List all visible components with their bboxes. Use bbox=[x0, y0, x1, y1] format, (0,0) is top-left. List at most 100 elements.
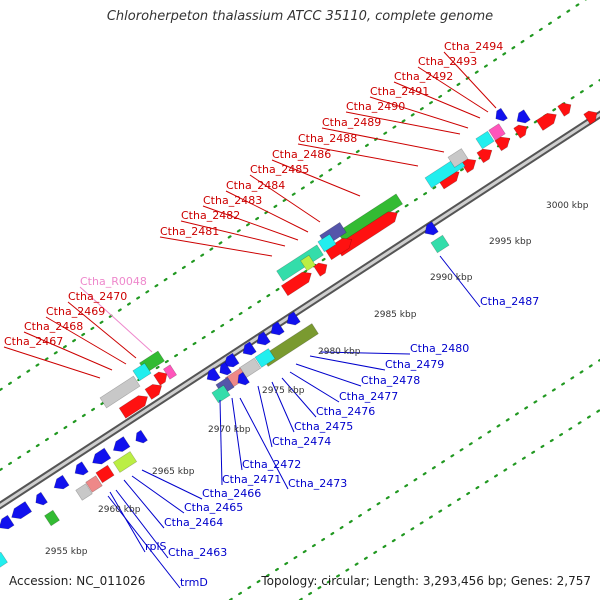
rev-label-8: Ctha_2472 bbox=[242, 458, 301, 471]
rev-label-4-leader bbox=[281, 377, 317, 418]
fwd-label-0: Ctha_2467 bbox=[4, 335, 63, 348]
rev-label-5-leader bbox=[271, 381, 295, 433]
rev-label-11-leader bbox=[131, 475, 185, 514]
fwd-label-12-leader bbox=[345, 111, 461, 135]
gene-51 bbox=[11, 501, 33, 520]
fwd-label-3: Ctha_2470 bbox=[68, 290, 127, 303]
gene-37 bbox=[219, 361, 232, 376]
accession-info: Accession: NC_011026 bbox=[9, 574, 145, 588]
fwd-label-12: Ctha_2490 bbox=[346, 100, 405, 113]
gene-39 bbox=[99, 375, 141, 409]
gene-30 bbox=[211, 384, 231, 404]
fwd-label-6: Ctha_2483 bbox=[203, 194, 262, 207]
gene-58 bbox=[44, 509, 60, 527]
fwd-label-11-leader bbox=[321, 127, 445, 153]
rev-label-14: rplS bbox=[145, 540, 167, 553]
gene-9 bbox=[447, 148, 469, 168]
gene-59 bbox=[0, 551, 8, 568]
rev-label-15: trmD bbox=[180, 576, 208, 589]
fwd-label-14-leader bbox=[393, 81, 481, 119]
backbone bbox=[0, 110, 600, 510]
rev-label-9-leader bbox=[219, 399, 223, 486]
rev-label-6: Ctha_2474 bbox=[272, 435, 331, 448]
gene-16 bbox=[336, 193, 404, 243]
gene-50 bbox=[35, 491, 48, 506]
fwd-label-7-leader bbox=[225, 190, 309, 233]
gene-43 bbox=[132, 362, 152, 382]
gene-5 bbox=[535, 112, 557, 131]
topology-value: circular bbox=[321, 574, 366, 588]
rev-label-12: Ctha_2464 bbox=[164, 516, 223, 529]
gene-40 bbox=[118, 395, 148, 419]
kbp-label-6: 2985 kbp bbox=[374, 310, 417, 320]
gene-labels: Ctha_2467 Ctha_2468 Ctha_2469 Ctha_2470 Ctha… bbox=[4, 40, 539, 589]
fwd-label-16: Ctha_2494 bbox=[444, 40, 503, 53]
fwd-label-5-leader bbox=[180, 220, 286, 247]
fwd-label-10: Ctha_2488 bbox=[298, 132, 357, 145]
gene-49 bbox=[53, 474, 70, 490]
fwd-label-2: Ctha_2469 bbox=[46, 305, 105, 318]
tick-row-3 bbox=[298, 408, 600, 600]
gene-36 bbox=[286, 311, 301, 326]
fwd-label-9: Ctha_2486 bbox=[272, 148, 331, 161]
gene-4 bbox=[513, 124, 528, 139]
gene-22 bbox=[280, 271, 312, 297]
gene-55 bbox=[85, 475, 103, 493]
rev-label-2-leader bbox=[295, 363, 362, 387]
kbp-label-8: 2995 kbp bbox=[489, 237, 532, 247]
fwd-label-15-leader bbox=[417, 66, 489, 113]
gene-13 bbox=[495, 107, 508, 122]
gene-21 bbox=[276, 244, 324, 282]
kbp-label-1: 2960 kbp bbox=[98, 505, 141, 515]
fwd-label-4-leader bbox=[159, 236, 273, 257]
fwd-label-7: Ctha_2484 bbox=[226, 179, 285, 192]
gene-41 bbox=[144, 384, 163, 400]
kbp-labels: 2955 kbp 2960 kbp 2965 kbp 2970 kbp 2975 kbp… bbox=[45, 201, 589, 557]
gene-23 bbox=[313, 262, 328, 277]
fwd-label-1: Ctha_2468 bbox=[24, 320, 83, 333]
kbp-label-7: 2990 kbp bbox=[430, 273, 473, 283]
tick-row-2 bbox=[228, 358, 600, 600]
gene-48 bbox=[74, 461, 89, 476]
fwd-label-8-leader bbox=[249, 174, 321, 223]
gene-6 bbox=[557, 102, 572, 117]
backbone-core bbox=[0, 112, 600, 508]
rev-label-13: Ctha_2463 bbox=[168, 546, 227, 559]
fwd-label-8: Ctha_2485 bbox=[250, 163, 309, 176]
topology-label: Topology: bbox=[261, 574, 318, 588]
gene-56 bbox=[75, 483, 93, 501]
gene-57 bbox=[135, 429, 148, 444]
kbp-label-9: 3000 kbp bbox=[546, 201, 589, 211]
rev-label-13-leader bbox=[115, 489, 169, 559]
fwd-label-13-leader bbox=[369, 96, 469, 129]
rev-label-5: Ctha_2475 bbox=[294, 420, 353, 433]
genome-stats: Topology: circular; Length: 3,293,456 bp… bbox=[261, 574, 591, 588]
fwd-label-14: Ctha_2492 bbox=[394, 70, 453, 83]
kbp-label-3: 2970 kbp bbox=[208, 425, 251, 435]
gene-10 bbox=[475, 130, 495, 150]
fwd-label-1-leader bbox=[23, 331, 113, 371]
rev-label-10: Ctha_2466 bbox=[202, 487, 261, 500]
gene-54 bbox=[95, 464, 115, 484]
tick-row-1 bbox=[0, 0, 587, 392]
gene-47 bbox=[92, 447, 112, 465]
gene-35 bbox=[270, 321, 285, 336]
fwd-label-15: Ctha_2493 bbox=[418, 55, 477, 68]
kbp-label-0: 2955 kbp bbox=[45, 547, 88, 557]
gene-3 bbox=[494, 136, 511, 152]
rev-label-0: Ctha_2480 bbox=[410, 342, 469, 355]
rev-label-12-leader bbox=[123, 479, 165, 529]
fwd-label-10-leader bbox=[297, 143, 419, 167]
length-value: 3,293,456 bp bbox=[422, 574, 503, 588]
gene-33 bbox=[242, 341, 257, 356]
rev-label-4: Ctha_2476 bbox=[316, 405, 375, 418]
gene-38 bbox=[237, 371, 250, 386]
genes-label: Genes: bbox=[510, 574, 553, 588]
rna-label-0: Ctha_R0048 bbox=[80, 275, 147, 288]
rev-label-8-leader bbox=[231, 397, 243, 471]
rev-label-7: Ctha_2473 bbox=[288, 477, 347, 490]
length-label: Length: bbox=[373, 574, 420, 588]
rev-label-6-leader bbox=[257, 385, 273, 448]
rev-label-3-leader bbox=[289, 371, 340, 403]
